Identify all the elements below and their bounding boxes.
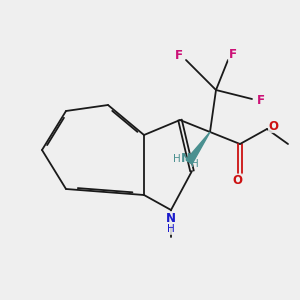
Text: H: H	[167, 224, 175, 235]
Polygon shape	[186, 132, 210, 164]
Text: N: N	[181, 152, 191, 166]
Text: H: H	[173, 154, 181, 164]
Text: F: F	[256, 94, 264, 107]
Text: N: N	[166, 212, 176, 225]
Text: F: F	[175, 49, 182, 62]
Text: H: H	[191, 159, 199, 170]
Text: H: H	[167, 224, 175, 235]
Text: F: F	[229, 48, 236, 61]
Text: F: F	[229, 48, 236, 61]
Text: N: N	[166, 212, 176, 225]
Text: F: F	[175, 49, 182, 62]
Text: O: O	[268, 119, 279, 133]
Text: N: N	[166, 212, 176, 225]
Text: O: O	[232, 174, 243, 187]
Text: O: O	[268, 119, 279, 133]
Text: F: F	[256, 94, 264, 107]
Text: O: O	[232, 174, 243, 187]
